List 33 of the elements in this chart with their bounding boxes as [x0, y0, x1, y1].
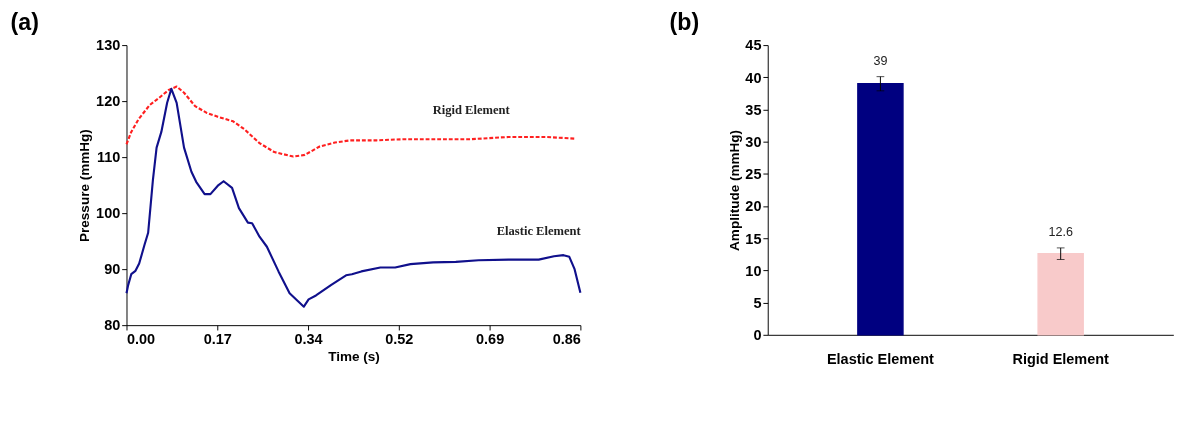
y-tick-label: 90	[104, 261, 121, 278]
y-tick-label: 10	[745, 262, 762, 279]
y-tick-label: 110	[96, 149, 121, 166]
x-tick-label: 0.17	[203, 331, 232, 347]
y-tick-label: 15	[745, 230, 762, 247]
data-label: 12.6	[1048, 225, 1073, 240]
y-tick-label: 45	[745, 37, 762, 54]
y-tick-label: 100	[96, 205, 121, 222]
x-tick-label: 0.52	[385, 331, 414, 347]
data-label: 39	[873, 54, 888, 69]
x-tick-label: 0.86	[552, 331, 581, 347]
y-tick-label: 20	[745, 198, 762, 215]
series-label: Rigid Element	[432, 103, 511, 118]
y-tick-label: 35	[745, 101, 762, 118]
line-series	[125, 87, 582, 308]
y-tick-label: 40	[745, 69, 762, 86]
y-tick-label: 130	[96, 37, 121, 54]
y-tick-label: 30	[745, 133, 762, 150]
y-tick-label: 120	[96, 93, 121, 110]
chart-title: (b)	[669, 8, 700, 35]
y-axis-title: Pressure (mmHg)	[77, 129, 93, 242]
x-tick-label: 0.34	[294, 331, 323, 347]
x-tick-label: 0.00	[126, 331, 156, 347]
y-tick-label: 0	[753, 327, 762, 344]
x-axis-title: Time (s)	[328, 349, 380, 365]
y-axis-title: Amplitude (mmHg)	[726, 130, 742, 251]
chart-title: (a)	[10, 8, 39, 35]
line-series	[125, 85, 576, 158]
y-tick-label: 80	[104, 317, 121, 334]
series-label: Elastic Element	[496, 223, 582, 238]
y-tick-label: 5	[753, 294, 762, 311]
x-tick-label: 0.69	[476, 331, 505, 347]
y-tick-label: 25	[745, 166, 762, 183]
